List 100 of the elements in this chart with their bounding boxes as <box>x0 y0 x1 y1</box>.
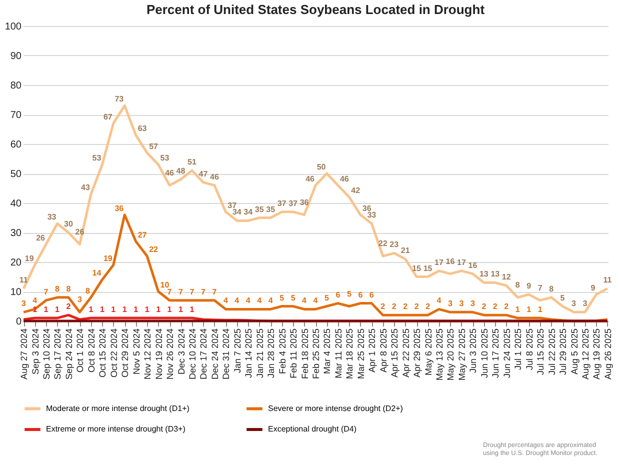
data-label: 9 <box>590 283 596 292</box>
x-tick-label: Feb 4 2025 <box>277 328 288 374</box>
x-tick-label: Jul 29 2025 <box>558 328 568 376</box>
data-label: 17 <box>457 258 466 267</box>
y-tick-label: 40 <box>10 198 22 210</box>
data-label: 36 <box>362 204 372 213</box>
data-label: 2 <box>492 302 498 312</box>
data-label: 4 <box>268 296 274 306</box>
data-label: 2 <box>66 302 72 312</box>
data-label: 1 <box>190 305 195 314</box>
data-label: 19 <box>103 254 113 263</box>
data-label: 67 <box>103 112 113 122</box>
data-label: 3 <box>582 299 588 308</box>
data-label: 5 <box>324 293 330 302</box>
data-label: 7 <box>200 287 206 296</box>
data-label: 2 <box>482 302 487 312</box>
y-tick-label: 0 <box>16 316 22 328</box>
y-tick-label: 10 <box>10 287 22 298</box>
x-tick-label: Apr 15 2025 <box>390 328 400 378</box>
x-tick-label: Sep 10 2024 <box>42 328 52 380</box>
x-tick-label: May 20 2025 <box>446 328 456 381</box>
data-label: 50 <box>316 162 326 172</box>
y-tick-label: 60 <box>10 140 22 150</box>
data-label: 3 <box>21 299 26 308</box>
legend-label: Exceptional drought (D4) <box>268 424 357 434</box>
data-label: 13 <box>490 270 500 279</box>
x-tick-label: Jul 22 2025 <box>546 328 557 376</box>
data-label: 5 <box>346 289 352 298</box>
x-tick-label: Aug 26 2025 <box>602 328 613 380</box>
data-label: 8 <box>515 280 520 290</box>
data-label: 48 <box>176 166 186 176</box>
data-label: 4 <box>234 296 240 306</box>
data-label: 7 <box>167 287 172 296</box>
data-label: 36 <box>300 198 310 207</box>
data-label: 27 <box>138 230 148 240</box>
legend-label: Severe or more intense drought (D2+) <box>268 404 404 413</box>
data-label: 19 <box>24 254 34 263</box>
x-tick-label: Feb 25 2025 <box>311 328 321 380</box>
x-tick-label: Jul 8 2025 <box>524 328 534 370</box>
y-tick-label: 100 <box>4 22 22 32</box>
data-label: 4 <box>257 296 262 306</box>
x-tick-label: Jan 21 2025 <box>254 328 265 378</box>
y-tick-label: 30 <box>10 228 22 239</box>
data-label: 1 <box>122 305 128 314</box>
data-label: 1 <box>134 305 139 314</box>
data-label: 9 <box>526 281 532 290</box>
data-label: 21 <box>400 246 410 256</box>
data-label: 1 <box>526 305 532 314</box>
data-label: 23 <box>390 240 400 250</box>
x-tick-label: Jan 14 2025 <box>244 328 254 378</box>
data-label: 6 <box>358 290 364 300</box>
data-label: 47 <box>198 169 208 178</box>
data-label: 26 <box>36 233 46 242</box>
data-label: 14 <box>92 268 102 278</box>
x-tick-label: Nov 19 2024 <box>154 328 164 380</box>
data-label: 5 <box>290 293 296 302</box>
data-label: 22 <box>149 245 159 254</box>
data-label: 37 <box>288 198 298 208</box>
data-label: 37 <box>277 198 287 208</box>
data-label: 4 <box>246 296 251 306</box>
data-label: 3 <box>77 295 82 304</box>
data-label: 1 <box>538 305 543 314</box>
x-tick-label: Aug 12 2025 <box>580 328 590 380</box>
x-tick-label: Jun 17 2025 <box>490 328 501 378</box>
data-label: 1 <box>100 305 105 314</box>
data-label: 10 <box>160 280 170 290</box>
x-tick-label: Oct 1 2024 <box>75 328 86 373</box>
data-label: 5 <box>280 293 285 302</box>
x-tick-label: Apr 22 2025 <box>400 328 411 378</box>
data-label: 12 <box>502 272 512 282</box>
x-tick-label: Aug 19 2025 <box>592 328 602 380</box>
data-label: 2 <box>380 302 386 312</box>
data-label: 1 <box>32 305 38 314</box>
data-label: 1 <box>88 305 94 314</box>
data-label: 3 <box>448 299 454 308</box>
x-tick-label: Mar 25 2025 <box>356 328 366 380</box>
data-label: 1 <box>167 305 172 314</box>
data-label: 34 <box>244 208 254 217</box>
x-tick-label: Sep 3 2024 <box>30 328 40 375</box>
data-label: 57 <box>149 142 159 151</box>
data-label: 73 <box>114 94 124 104</box>
data-label: 4 <box>436 296 442 306</box>
data-label: 30 <box>64 220 74 228</box>
data-label: 36 <box>114 204 124 213</box>
data-label: 13 <box>479 270 489 279</box>
data-label: 5 <box>560 293 566 302</box>
x-tick-label: Mar 11 2025 <box>333 328 344 378</box>
x-tick-label: Nov 26 2024 <box>165 328 176 380</box>
x-tick-label: Nov 5 2024 <box>131 328 142 375</box>
y-tick-label: 80 <box>10 80 22 92</box>
x-tick-label: Dec 3 2024 <box>176 328 186 375</box>
data-label: 6 <box>336 290 341 300</box>
data-label: 46 <box>210 172 220 182</box>
x-tick-label: Apr 8 2025 <box>378 328 388 373</box>
data-label: 7 <box>44 287 49 296</box>
data-label: 46 <box>340 174 350 184</box>
x-tick-label: Mar 18 2025 <box>344 328 355 380</box>
x-tick-label: Dec 24 2024 <box>210 328 220 380</box>
data-label: 53 <box>160 154 170 163</box>
x-tick-label: Apr 29 2025 <box>412 328 422 378</box>
